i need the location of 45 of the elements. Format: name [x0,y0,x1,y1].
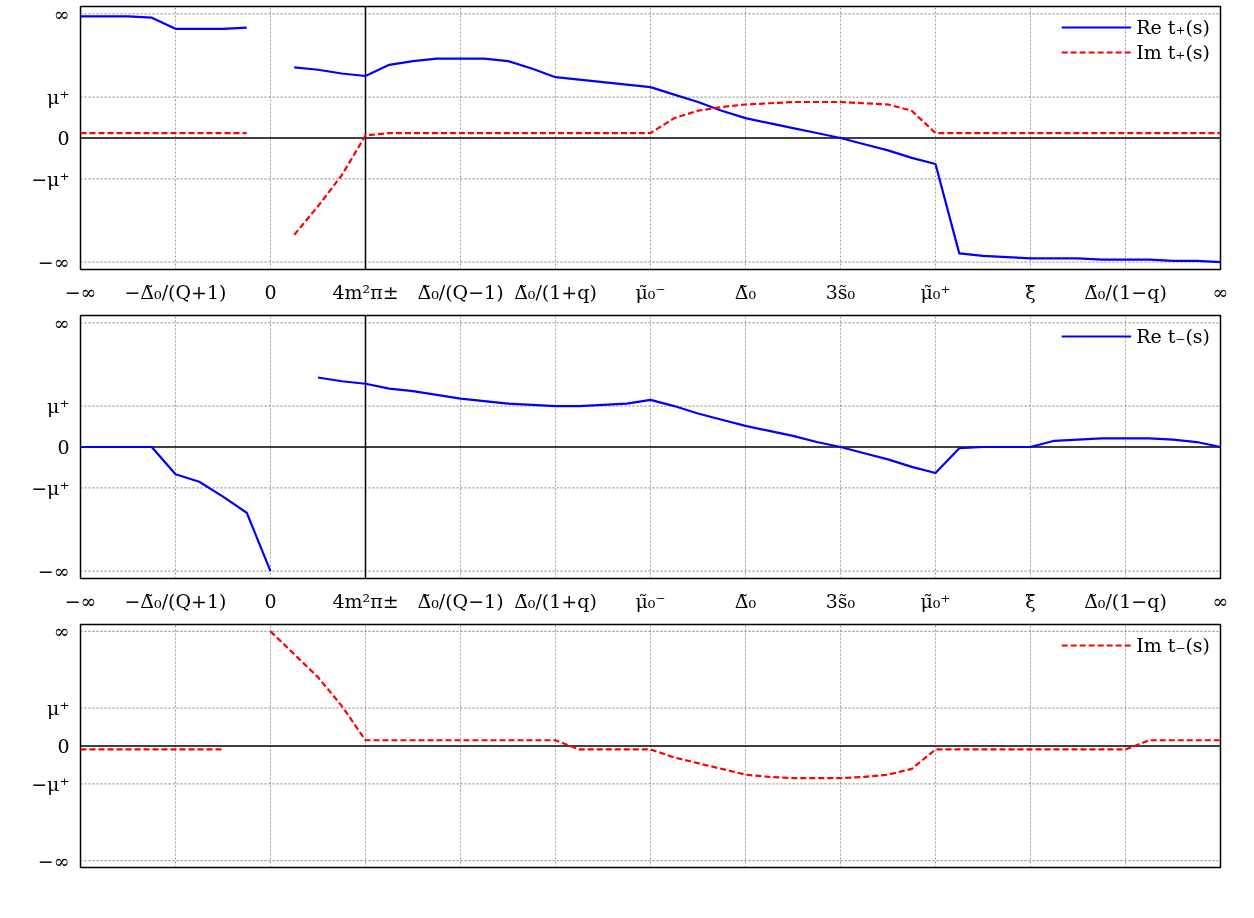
ref-line-label: μ⁺ [47,697,70,720]
legend-label: Im t₊(s) [1136,41,1210,63]
x-tick-label: Δ̃₀/(1−q) [1084,280,1167,303]
ref-line-label: −μ⁺ [31,167,70,190]
ref-line-label: μ⁺ [47,86,70,109]
ref-line-label: 0 [57,436,70,458]
x-tick-label: 0 [264,280,277,303]
ref-line-label: ∞ [53,311,70,334]
x-tick-label: ∞ [1212,589,1229,612]
x-tick-label: −Δ̃₀/(Q+1) [124,589,227,612]
x-tick-label: 4m²π± [332,589,399,612]
x-tick-label: Δ̃₀ [734,280,757,303]
x-tick-label: Δ̃₀/(Q−1) [417,589,504,612]
x-tick-label: 0 [264,589,277,612]
ref-line-label: μ⁺ [47,395,70,418]
x-tick-label: −∞ [64,589,97,612]
legend-label: Re t₋(s) [1136,325,1210,347]
legend-label: Re t₊(s) [1136,16,1210,38]
x-tick-label: Δ̃₀/(1+q) [514,589,597,612]
ref-line-label: −∞ [37,560,70,583]
x-tick-label: Δ̃₀ [734,589,757,612]
ref-line-label: ∞ [53,620,70,643]
x-tick-label: μ̃₀⁺ [920,589,951,612]
ref-line-label: −∞ [37,251,70,274]
x-tick-label: 3s̃₀ [825,589,856,612]
x-tick-label: −Δ̃₀/(Q+1) [124,280,227,303]
ref-line-label: −μ⁺ [31,476,70,499]
x-tick-label: Δ̃₀/(1−q) [1084,589,1167,612]
x-tick-label: μ̃₀⁻ [635,589,666,612]
x-tick-label: ξ̃ [1025,589,1036,612]
x-tick-label: 3s̃₀ [825,280,856,303]
ref-line-label: 0 [57,735,70,757]
x-tick-label: Δ̃₀/(1+q) [514,280,597,303]
x-tick-label: μ̃₀⁺ [920,280,951,303]
ref-line-label: −μ⁺ [31,772,70,795]
ref-line-label: ∞ [53,2,70,25]
x-tick-label: ∞ [1212,280,1229,303]
ref-line-label: −∞ [37,849,70,872]
legend-label: Im t₋(s) [1136,634,1210,656]
x-tick-label: Δ̃₀/(Q−1) [417,280,504,303]
x-tick-label: 4m²π± [332,280,399,303]
x-tick-label: ξ̃ [1025,280,1036,303]
x-tick-label: μ̃₀⁻ [635,280,666,303]
ref-line-label: 0 [57,127,70,149]
x-tick-label: −∞ [64,280,97,303]
